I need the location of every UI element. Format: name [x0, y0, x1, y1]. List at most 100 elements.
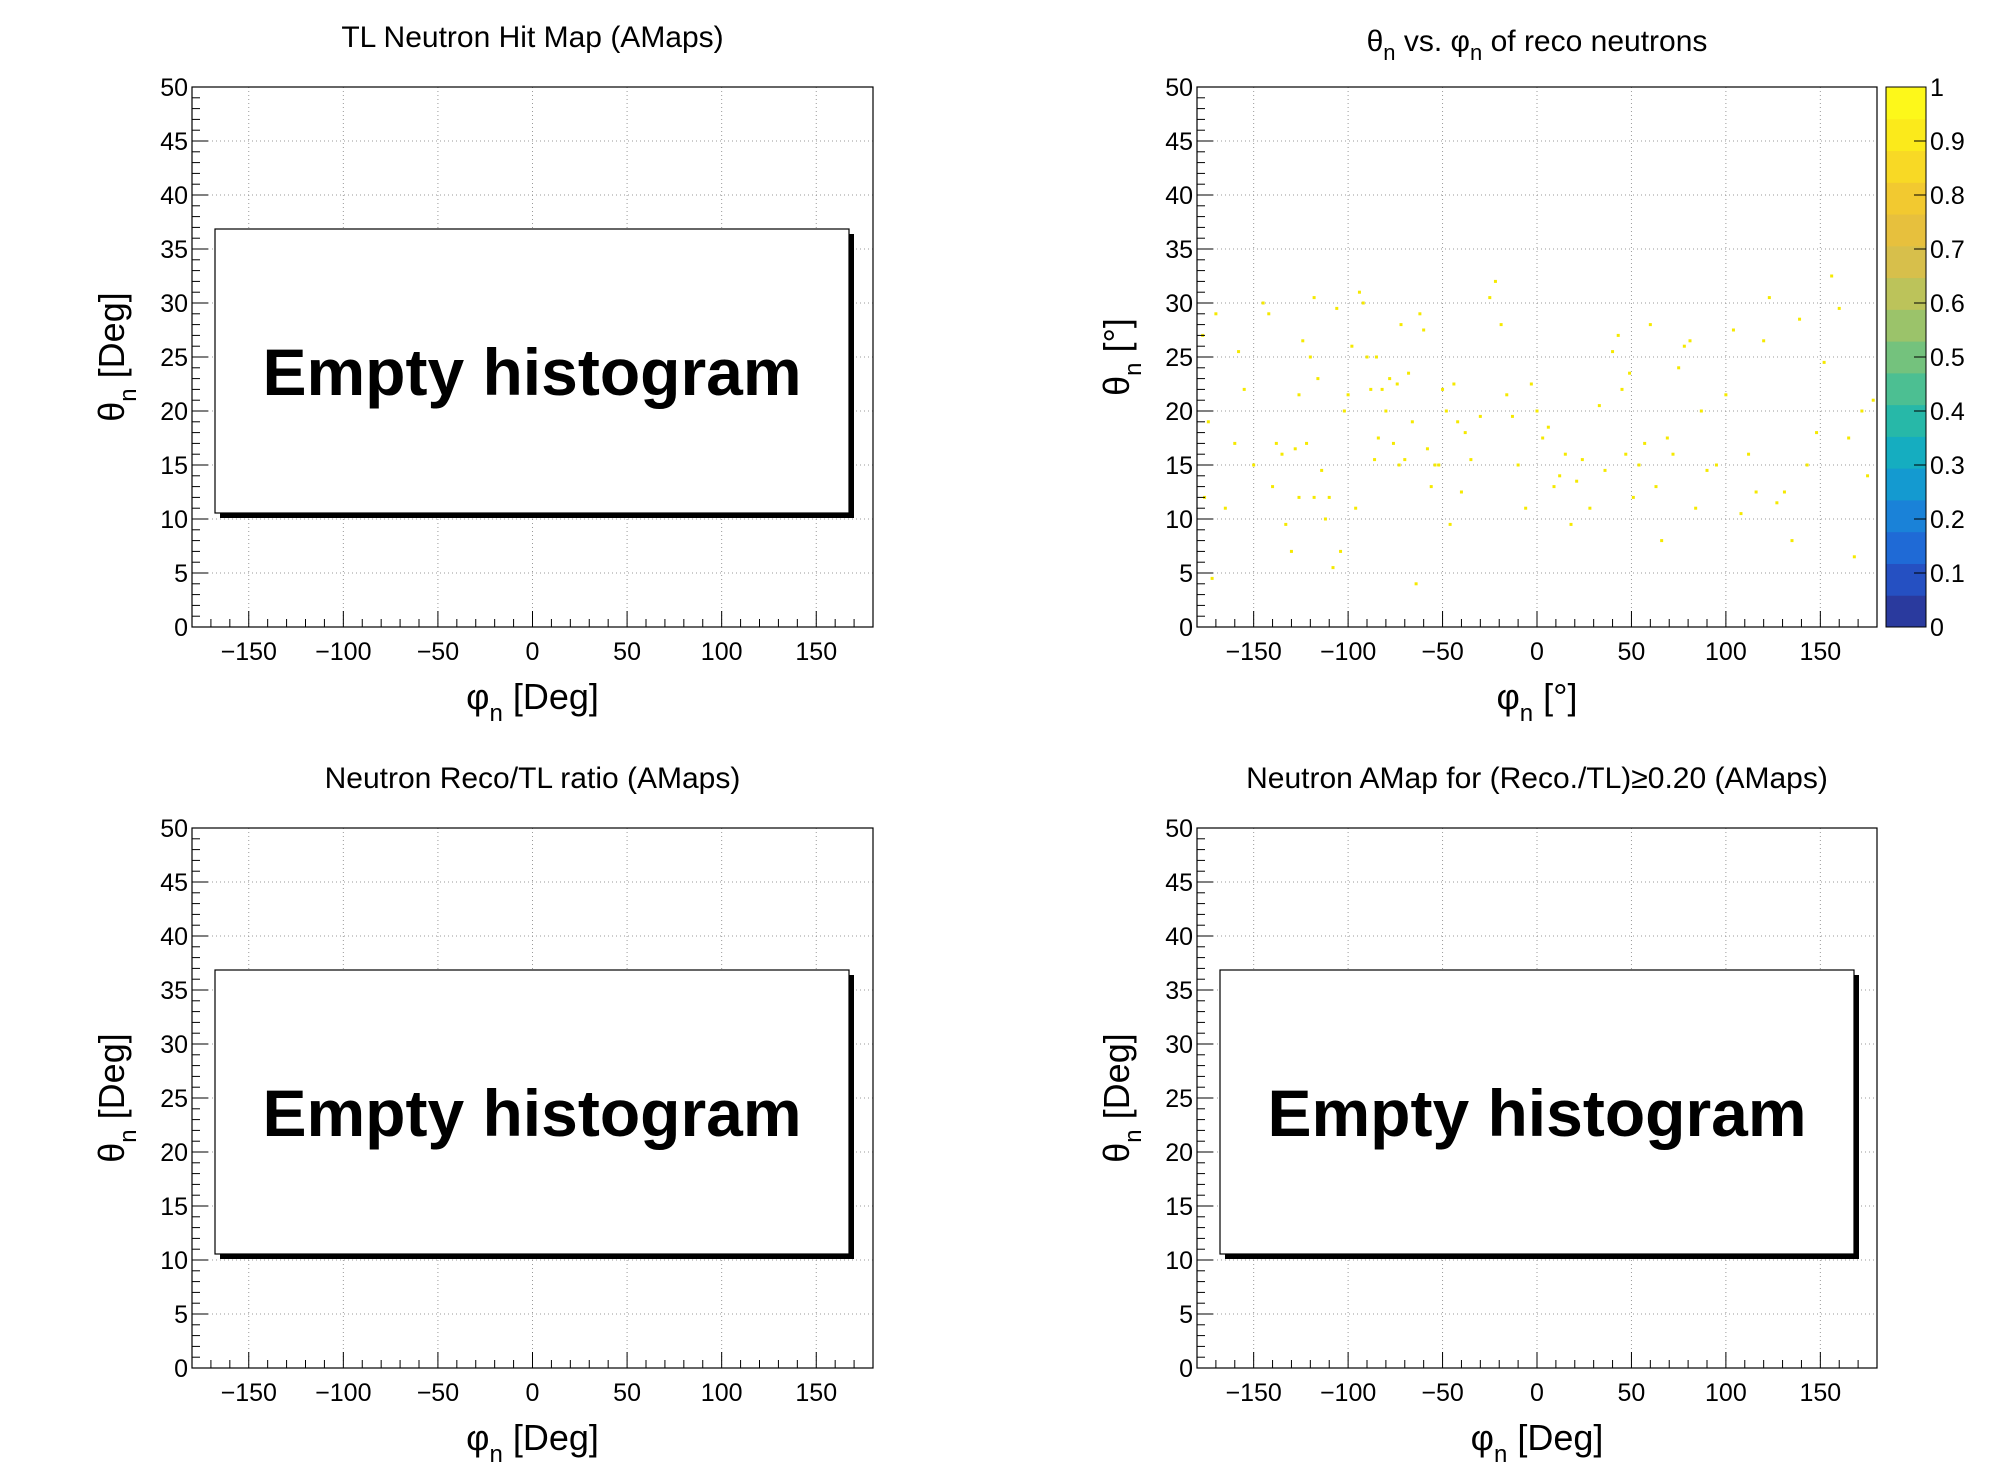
x-axis: −150 −100 −50 0 50 100 150	[1196, 1352, 1878, 1407]
data-point	[1499, 323, 1503, 327]
z-tick-label: 1	[1930, 74, 1944, 102]
y-tick-label: 40	[1165, 182, 1193, 210]
title-part: θ	[1367, 25, 1384, 58]
chart-title: Neutron Reco/TL ratio (AMaps)	[325, 762, 741, 795]
y-tick-label: 10	[160, 506, 188, 534]
data-point	[1410, 420, 1414, 424]
y-tick-label: 25	[160, 344, 188, 372]
data-point	[1210, 576, 1214, 580]
y-axis-symbol: θ	[91, 1143, 132, 1163]
chart-panel-2: −150 −100 −50 0 50 100 15005101520253035404550…	[1096, 25, 1965, 727]
data-point	[1403, 458, 1407, 462]
empty-histogram-label: Empty histogram	[262, 1076, 801, 1150]
data-point	[1280, 452, 1284, 456]
data-point	[1620, 387, 1624, 391]
data-point	[1847, 436, 1851, 440]
data-point	[1373, 458, 1377, 462]
x-axis-subscript: n	[1494, 1441, 1507, 1468]
x-tick-label: 100	[1705, 638, 1747, 666]
x-axis-subscript: n	[489, 700, 502, 727]
y-axis-symbol: θ	[1096, 1143, 1137, 1163]
palette-swatch	[1886, 150, 1926, 183]
data-point	[1327, 495, 1331, 499]
data-point	[1694, 506, 1698, 510]
palette-swatch	[1886, 436, 1926, 469]
y-tick-label: 15	[160, 1193, 188, 1221]
x-axis-symbol: φ	[1471, 1417, 1494, 1458]
data-point	[1524, 506, 1528, 510]
x-tick-label: 100	[701, 1379, 743, 1407]
z-tick-label: 0.2	[1930, 506, 1965, 534]
y-tick-label: 30	[1165, 1031, 1193, 1059]
data-point	[1437, 463, 1441, 467]
data-point	[1654, 485, 1658, 489]
y-tick-label: 5	[174, 1301, 188, 1329]
data-point	[1588, 506, 1592, 510]
y-tick-label: 5	[1179, 1301, 1193, 1329]
y-axis: 0 5 10 15 20 25 30 35 40 45 50	[1165, 74, 1213, 642]
data-point	[1688, 339, 1692, 343]
y-axis-subscript: n	[1120, 1129, 1147, 1142]
data-point	[1429, 485, 1433, 489]
x-axis-unit: [Deg]	[503, 1417, 599, 1458]
y-tick-label: 45	[1165, 869, 1193, 897]
data-point	[1422, 328, 1426, 332]
x-tick-label: 50	[613, 638, 641, 666]
x-tick-label: 50	[613, 1379, 641, 1407]
x-tick-label: 150	[795, 638, 837, 666]
x-axis-unit: [°]	[1533, 676, 1577, 717]
chart-title: θn vs. φn of reco neutrons	[1367, 25, 1708, 65]
palette-swatch	[1886, 372, 1926, 406]
data-point	[1361, 301, 1365, 305]
x-axis-unit: [Deg]	[1507, 1417, 1603, 1458]
data-point	[1214, 312, 1218, 316]
data-point	[1510, 414, 1514, 418]
title-subscript: n	[1383, 40, 1395, 65]
y-tick-label: 35	[160, 977, 188, 1005]
data-point	[1762, 339, 1766, 343]
x-tick-label: 150	[795, 1379, 837, 1407]
data-point	[1837, 306, 1841, 310]
data-point	[1380, 387, 1384, 391]
data-point	[1459, 490, 1463, 494]
data-point	[1569, 522, 1573, 526]
data-point	[1516, 463, 1520, 467]
data-point	[1705, 468, 1709, 472]
x-axis-subscript: n	[1520, 700, 1533, 727]
data-point	[1414, 582, 1418, 586]
y-axis: 0 5 10 15 20 25 30 35 40 45 50	[1165, 815, 1213, 1383]
data-point	[1643, 441, 1647, 445]
data-point	[1682, 344, 1686, 348]
data-point	[1648, 323, 1652, 327]
x-tick-label: −50	[417, 638, 459, 666]
data-point	[1782, 490, 1786, 494]
data-point	[1790, 539, 1794, 543]
data-point	[1335, 306, 1339, 310]
data-point	[1535, 409, 1539, 413]
y-tick-label: 20	[160, 398, 188, 426]
y-tick-label: 50	[160, 74, 188, 102]
x-tick-label: 100	[1705, 1379, 1747, 1407]
data-point	[1767, 296, 1771, 300]
data-point	[1312, 296, 1316, 300]
data-point	[1671, 452, 1675, 456]
z-tick-label: 0.7	[1930, 236, 1965, 264]
y-axis-label: θn [°]	[1096, 318, 1147, 396]
data-point	[1365, 355, 1369, 359]
data-point	[1331, 566, 1335, 570]
y-tick-label: 25	[1165, 1085, 1193, 1113]
data-point	[1739, 512, 1743, 516]
palette-swatch	[1886, 468, 1926, 501]
y-axis-label: θn [Deg]	[91, 292, 142, 421]
data-point	[1271, 485, 1275, 489]
x-tick-label: −100	[1320, 638, 1376, 666]
y-tick-label: 20	[1165, 398, 1193, 426]
x-tick-label: 50	[1618, 638, 1646, 666]
y-tick-label: 15	[1165, 452, 1193, 480]
y-tick-label: 40	[160, 923, 188, 951]
data-point	[1860, 409, 1864, 413]
data-point	[1397, 463, 1401, 467]
data-point	[1297, 393, 1301, 397]
chart-panel-4: −150 −100 −50 0 50 100 150 0 5 10 15 20 25 30 35 40 45 50…	[1096, 762, 1878, 1468]
data-points	[1201, 274, 1875, 586]
